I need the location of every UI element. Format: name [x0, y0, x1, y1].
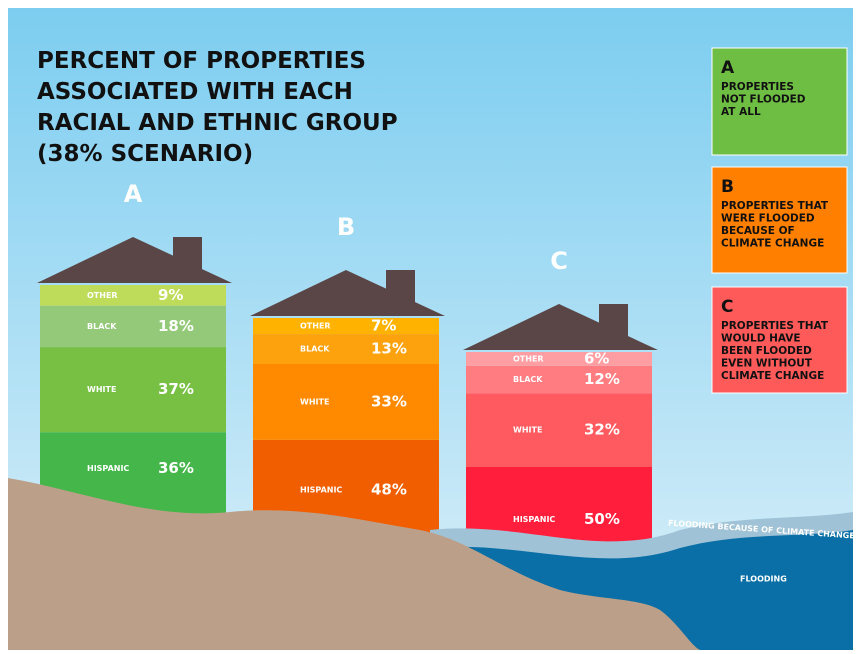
- segment-name: BLACK: [513, 375, 543, 384]
- bar-segment: [40, 285, 226, 306]
- value-label: 33%: [371, 392, 407, 410]
- roof: [463, 304, 658, 350]
- chart-title: RACIAL AND ETHNIC GROUP: [37, 110, 398, 136]
- value-label: 32%: [584, 421, 620, 439]
- segment-name: OTHER: [87, 291, 118, 300]
- bar-segment: [466, 393, 652, 467]
- value-label: 7%: [371, 317, 396, 335]
- segment-name: WHITE: [87, 385, 116, 394]
- segment-name: HISPANIC: [513, 515, 555, 524]
- value-label: 36%: [158, 459, 194, 477]
- legend-letter: C: [721, 297, 733, 317]
- value-label: 12%: [584, 370, 620, 388]
- annotation: FLOODING: [740, 575, 787, 584]
- segment-name: WHITE: [300, 397, 329, 406]
- value-label: 6%: [584, 349, 609, 367]
- ground: [8, 478, 700, 650]
- legend-text: WOULD HAVE: [721, 333, 801, 345]
- legend-text: CLIMATE CHANGE: [721, 238, 824, 250]
- bar-segment: [40, 347, 226, 433]
- value-label: 18%: [158, 317, 194, 335]
- bar-segment: [466, 365, 652, 394]
- legend-letter: B: [721, 177, 734, 197]
- bar-segment: [253, 364, 439, 440]
- legend-text: AT ALL: [721, 106, 761, 118]
- segment-name: BLACK: [300, 345, 330, 354]
- legend-letter: A: [721, 58, 735, 78]
- bar-segment: [253, 334, 439, 364]
- legend-text: PROPERTIES THAT: [721, 320, 829, 332]
- legend-box: [711, 166, 848, 274]
- legend-text: PROPERTIES: [721, 81, 794, 93]
- house-letter: C: [550, 247, 568, 275]
- legend-text: CLIMATE CHANGE: [721, 370, 824, 382]
- legend-text: PROPERTIES THAT: [721, 200, 829, 212]
- segment-name: OTHER: [513, 354, 544, 363]
- segment-name: BLACK: [87, 322, 117, 331]
- legend-text: BECAUSE OF: [721, 225, 795, 237]
- house-letter: B: [337, 213, 355, 241]
- legend-text: WERE FLOODED: [721, 213, 815, 225]
- chart-title: PERCENT OF PROPERTIES: [37, 48, 366, 74]
- legend-text: EVEN WITHOUT: [721, 358, 813, 370]
- legend-text: NOT FLOODED: [721, 94, 806, 106]
- chart-title: ASSOCIATED WITH EACH: [37, 79, 353, 105]
- bar-segment: [466, 352, 652, 366]
- value-label: 37%: [158, 380, 194, 398]
- value-label: 50%: [584, 510, 620, 528]
- roof: [250, 270, 445, 316]
- chart-title: (38% SCENARIO): [37, 141, 253, 167]
- legend-box: [711, 47, 848, 156]
- segment-name: HISPANIC: [87, 464, 129, 473]
- value-label: 9%: [158, 286, 183, 304]
- legend-box: [711, 286, 848, 394]
- house-letter: A: [124, 180, 143, 208]
- value-label: 48%: [371, 481, 407, 499]
- segment-name: HISPANIC: [300, 486, 342, 495]
- bar-segment: [253, 318, 439, 335]
- segment-name: OTHER: [300, 322, 331, 331]
- segment-name: WHITE: [513, 426, 542, 435]
- value-label: 13%: [371, 340, 407, 358]
- bar-segment: [40, 305, 226, 348]
- legend-text: BEEN FLOODED: [721, 345, 812, 357]
- roof: [37, 237, 232, 283]
